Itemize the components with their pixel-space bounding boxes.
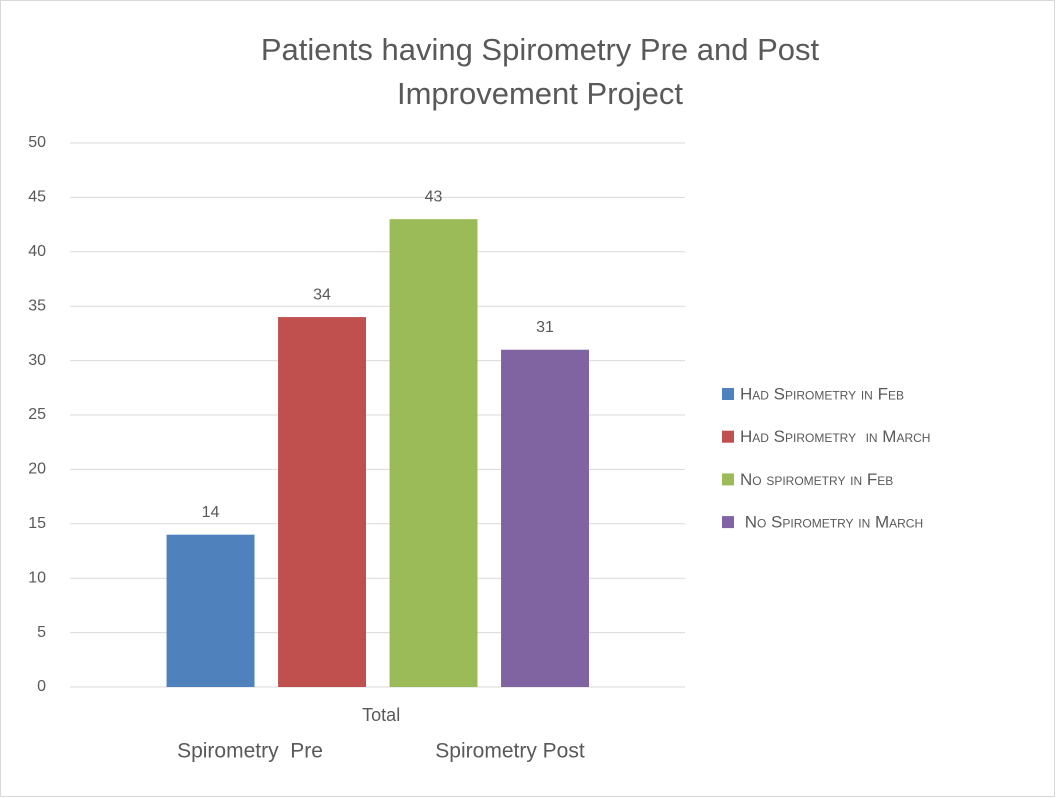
- y-tick-label: 0: [37, 678, 46, 695]
- legend-swatch: [722, 430, 734, 443]
- y-tick-label: 45: [28, 189, 46, 206]
- y-tick-label: 50: [28, 134, 46, 151]
- data-label: 43: [425, 188, 443, 205]
- y-tick-label: 20: [28, 461, 46, 478]
- chart-title: Patients having Spirometry Pre and Post …: [260, 32, 820, 111]
- x-tick-label: Total: [362, 705, 400, 725]
- y-tick-label: 5: [37, 624, 46, 641]
- y-tick-label: 15: [28, 515, 46, 532]
- legend-label: Had Spirometry in March: [740, 427, 930, 446]
- bar: [389, 219, 478, 687]
- y-tick-label: 40: [28, 243, 46, 260]
- bar: [278, 317, 366, 687]
- bar: [166, 534, 255, 687]
- annotation: Spirometry Post: [435, 740, 585, 763]
- legend-swatch: [722, 473, 734, 486]
- legend-swatch: [722, 388, 734, 400]
- y-tick-label: 35: [28, 297, 46, 314]
- legend-swatch: [722, 516, 734, 529]
- y-tick-label: 10: [28, 569, 46, 586]
- annotation: Spirometry Pre: [177, 740, 323, 763]
- data-label: 14: [202, 504, 220, 521]
- legend-label: No Spirometry in March: [740, 513, 923, 532]
- legend-label: No spirometry in Feb: [740, 470, 893, 489]
- y-tick-label: 30: [28, 352, 46, 369]
- legend-label: Had Spirometry in Feb: [740, 384, 904, 403]
- y-tick-label: 25: [28, 406, 46, 423]
- data-label: 34: [313, 286, 331, 303]
- data-label: 31: [536, 319, 554, 336]
- bar: [501, 349, 589, 687]
